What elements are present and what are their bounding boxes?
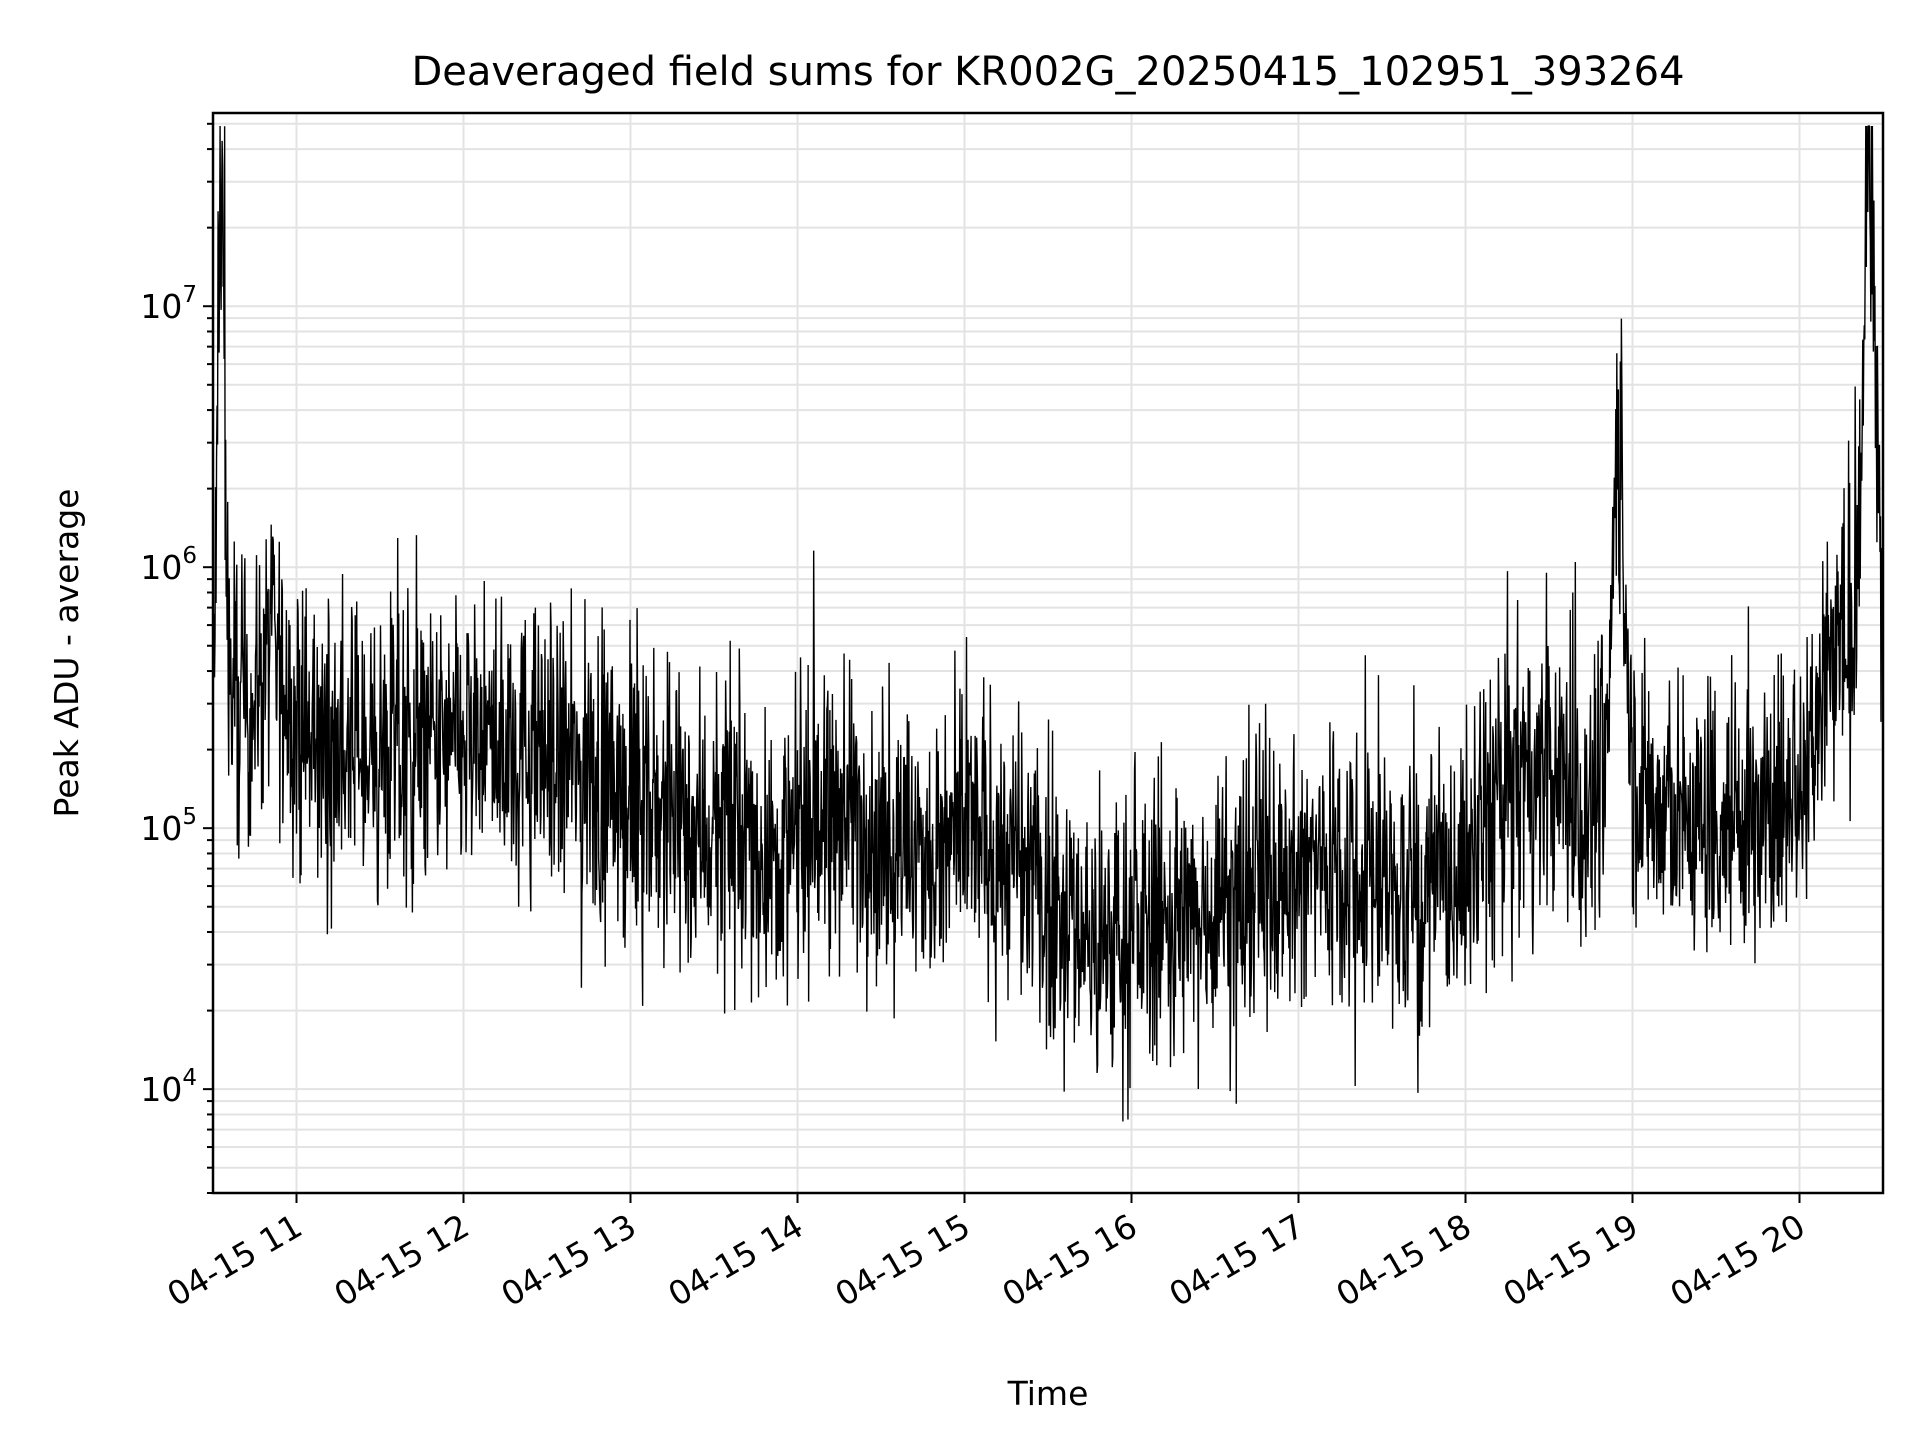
y-tick-label: 105 [140, 804, 197, 848]
y-tick-base: 10 [140, 287, 182, 326]
y-tick-label: 107 [140, 282, 197, 326]
x-axis-label: Time [1007, 1374, 1089, 1413]
y-tick-exponent: 6 [182, 543, 197, 569]
y-tick-label: 104 [140, 1065, 197, 1109]
data-layer [212, 125, 1884, 1122]
y-tick-base: 10 [140, 548, 182, 587]
y-axis-label: Peak ADU - average [47, 489, 86, 818]
series-line [212, 125, 1884, 1122]
y-tick-base: 10 [140, 1070, 182, 1109]
plot-frame [211, 111, 1885, 1195]
y-tick-exponent: 7 [182, 282, 197, 308]
chart-title: Deaveraged field sums for KR002G_2025041… [411, 49, 1684, 95]
y-tick-label: 106 [140, 543, 197, 587]
y-tick-base: 10 [140, 809, 182, 848]
y-tick-exponent: 4 [182, 1065, 197, 1091]
y-tick-exponent: 5 [182, 804, 197, 830]
